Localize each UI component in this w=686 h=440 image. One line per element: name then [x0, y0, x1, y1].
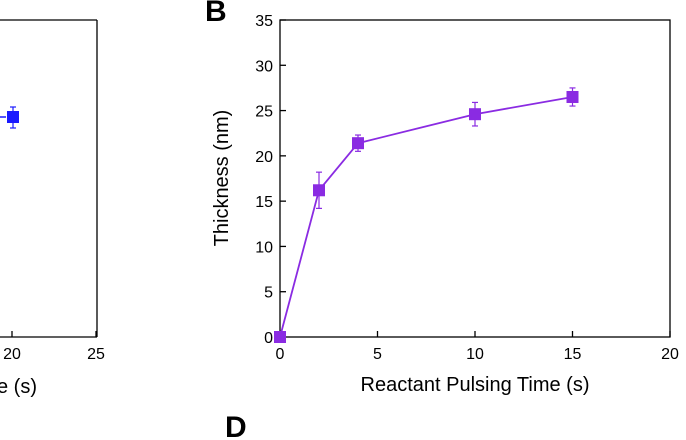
y-tick-label-30: 30 — [255, 58, 273, 75]
y-tick-label-25: 25 — [255, 104, 273, 121]
plot-frame — [279, 19, 671, 338]
x-tick-label-10: 10 — [466, 346, 484, 363]
series-layer — [274, 87, 579, 343]
left-panel-tick-label-20: 20 — [3, 346, 21, 363]
data-point-4 — [566, 90, 579, 103]
left-partial-panel: 20 25 e (s) — [0, 19, 105, 398]
y-tick-label-15: 15 — [255, 194, 273, 211]
y-axis-label: Thickness (nm) — [211, 110, 233, 247]
chart-b: 0 5 10 15 20 25 30 35 0 5 10 15 20 Reactant Pulsing… — [211, 13, 679, 396]
panel-letter-b: B — [205, 0, 227, 28]
data-point-0 — [274, 331, 286, 343]
x-axis-label: Reactant Pulsing Time (s) — [361, 374, 590, 396]
y-axis-ticks: 0 5 10 15 20 25 30 35 — [255, 13, 286, 347]
x-tick-label-15: 15 — [564, 346, 582, 363]
data-point-3 — [469, 108, 481, 121]
left-panel-tick-label-25: 25 — [87, 346, 105, 363]
y-tick-label-0: 0 — [264, 330, 273, 347]
panel-letter-d: D — [225, 411, 247, 440]
y-tick-label-5: 5 — [264, 285, 273, 302]
y-tick-label-35: 35 — [255, 13, 273, 30]
left-panel-marker — [7, 111, 19, 123]
left-panel-xlabel-fragment: e (s) — [0, 376, 37, 398]
y-tick-label-10: 10 — [255, 239, 273, 256]
data-point-1 — [313, 184, 325, 197]
data-point-2 — [352, 137, 364, 150]
x-tick-label-0: 0 — [276, 346, 285, 363]
y-tick-label-20: 20 — [255, 149, 273, 166]
x-tick-label-20: 20 — [661, 346, 679, 363]
x-tick-label-5: 5 — [373, 346, 382, 363]
series-line-0 — [279, 96, 573, 338]
x-axis-ticks: 0 5 10 15 20 — [276, 331, 679, 363]
